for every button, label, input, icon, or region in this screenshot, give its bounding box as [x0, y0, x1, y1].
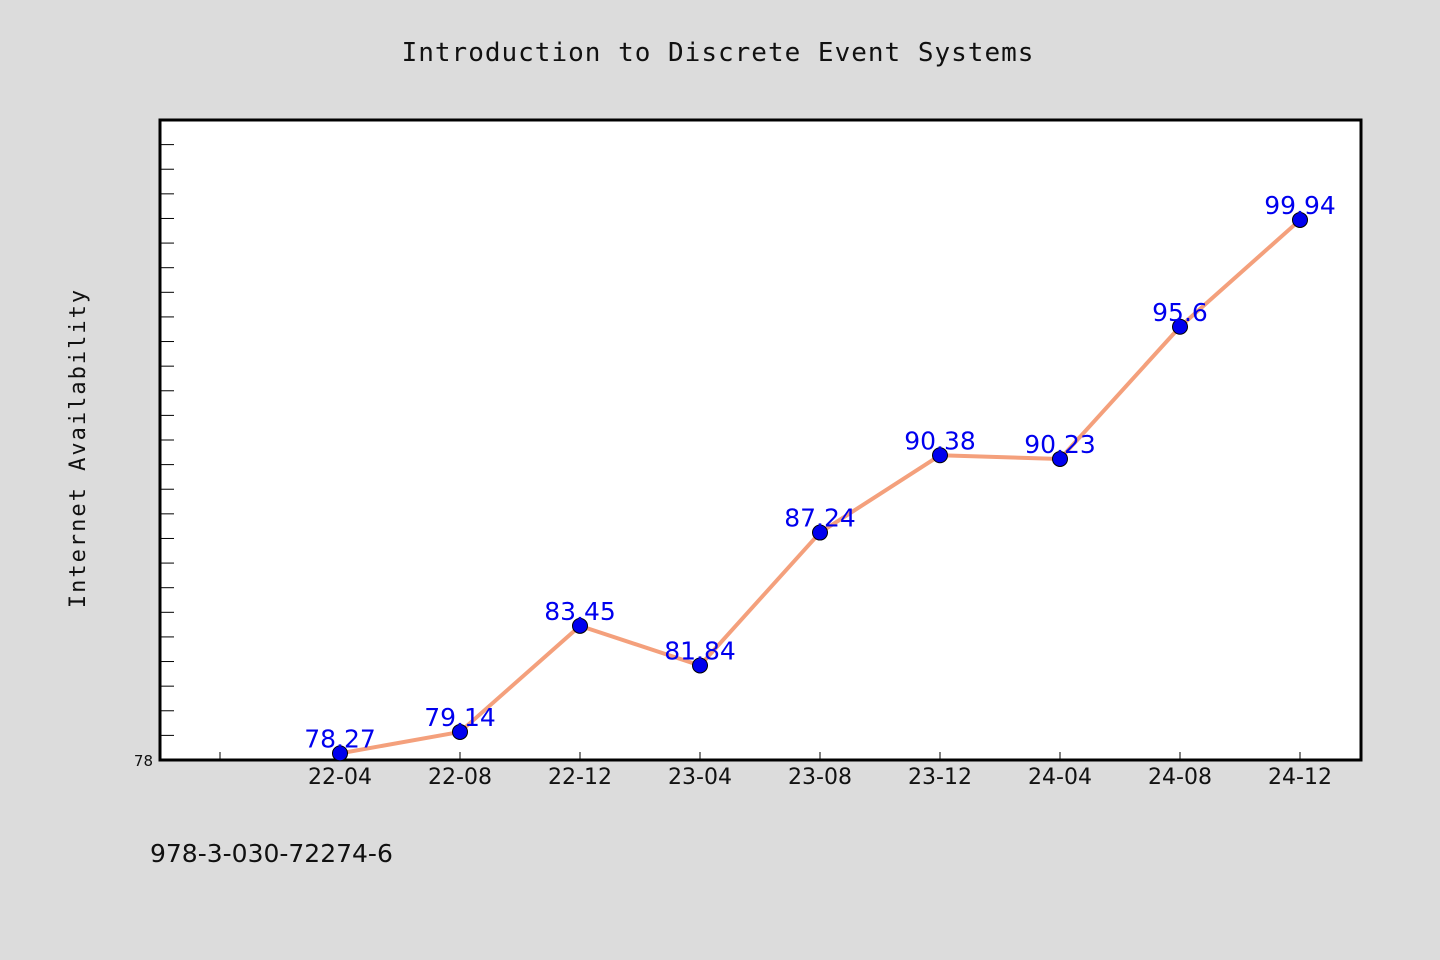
data-markers [332, 211, 1308, 762]
x-tick-label: 22-12 [548, 765, 612, 790]
x-tick-label: 23-08 [788, 765, 852, 790]
data-point [1172, 318, 1188, 335]
x-tick-label: 23-12 [908, 765, 972, 790]
x-tick-label: 22-08 [428, 765, 492, 790]
data-point [452, 723, 468, 740]
x-tick-label: 24-12 [1268, 765, 1332, 790]
data-point [332, 745, 348, 762]
data-label: 99.94 [1264, 191, 1336, 220]
footer-isbn: 978-3-030-72274-6 [150, 839, 393, 868]
chart-title: Introduction to Discrete Event Systems [402, 38, 1035, 68]
x-tick-label: 24-04 [1028, 765, 1092, 790]
data-label: 79.14 [424, 703, 496, 732]
y-axis-ticks: 78 [134, 144, 174, 770]
data-point [1052, 450, 1068, 467]
data-point [572, 617, 588, 634]
x-tick-label: 23-04 [668, 765, 732, 790]
data-point [932, 447, 948, 464]
data-point [1292, 211, 1308, 228]
data-label: 81.84 [664, 636, 736, 665]
data-label: 90.23 [1024, 430, 1096, 459]
data-label: 87.24 [784, 504, 856, 533]
data-label: 95.6 [1152, 298, 1208, 327]
data-point [692, 657, 708, 674]
data-labels: 78.27 79.14 83.45 81.84 87.24 90.38 90.23 95.6 9… [304, 191, 1336, 753]
x-tick-label: 24-08 [1148, 765, 1212, 790]
y-tick-label: 78 [134, 752, 153, 770]
data-label: 90.38 [904, 426, 976, 455]
data-label: 78.27 [304, 724, 376, 753]
data-label: 83.45 [544, 597, 616, 626]
x-axis-ticks: 22-04 22-08 22-12 23-04 23-08 23-12 24-04 24-08… [219, 752, 1332, 790]
y-axis-label: Internet Availability [66, 288, 91, 608]
x-tick-label: 22-04 [308, 765, 372, 790]
data-point [812, 524, 828, 541]
plot-area [158, 118, 1363, 762]
